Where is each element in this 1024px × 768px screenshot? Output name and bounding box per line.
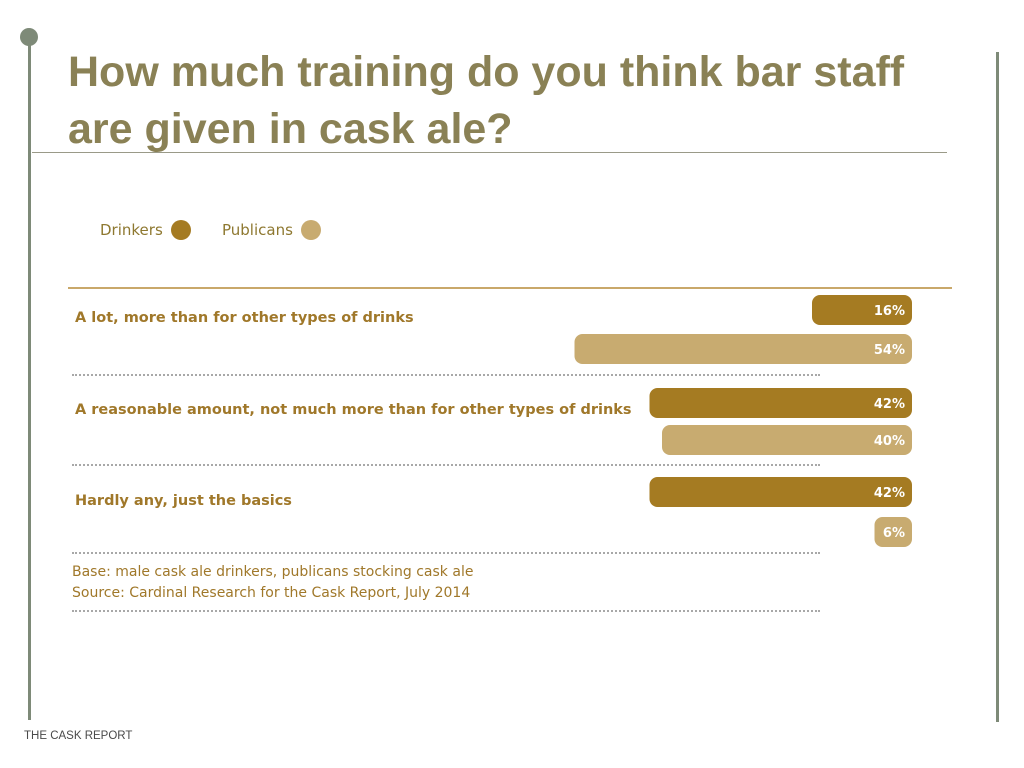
slide-title: How much training do you think bar staff…: [68, 48, 905, 153]
title-divider: [32, 152, 947, 153]
right-vertical-rule: [996, 52, 999, 722]
legend-swatch-drinkers: [170, 220, 191, 240]
category-label: Hardly any, just the basics: [75, 493, 292, 509]
bar-drinkers-2: [649, 477, 912, 507]
category-label: A reasonable amount, not much more than …: [75, 402, 632, 418]
base-note: Base: male cask ale drinkers, publicans …: [72, 564, 474, 580]
legend-swatch-publicans: [300, 220, 321, 240]
footer-brand: THE CASK REPORT: [24, 730, 133, 742]
legend-item-publicans: Publicans: [222, 218, 321, 242]
bar-publicans-1: [662, 425, 912, 455]
row-divider: [72, 374, 820, 376]
notes-divider: [72, 610, 820, 612]
bar-value-label: 54%: [874, 343, 905, 358]
bar-publicans-0: [574, 334, 912, 364]
left-vertical-rule: [28, 44, 31, 720]
legend-item-drinkers: Drinkers: [100, 218, 191, 242]
bar-value-label: 42%: [874, 397, 905, 412]
slide-bullet-dot: [20, 28, 38, 46]
bar-value-label: 16%: [874, 304, 905, 319]
bar-publicans-2: [874, 517, 912, 547]
row-divider: [72, 464, 820, 466]
bar-value-label: 42%: [874, 486, 905, 501]
category-label: A lot, more than for other types of drin…: [75, 310, 414, 326]
chart-top-rule: [68, 287, 952, 289]
row-divider: [72, 552, 820, 554]
bar-value-label: 40%: [874, 434, 905, 449]
legend-label-drinkers: Drinkers: [100, 221, 163, 239]
source-note: Source: Cardinal Research for the Cask R…: [72, 585, 471, 601]
bar-drinkers-1: [649, 388, 912, 418]
legend-label-publicans: Publicans: [222, 221, 293, 239]
bar-drinkers-0: [812, 295, 912, 325]
bar-value-label: 6%: [883, 526, 905, 541]
